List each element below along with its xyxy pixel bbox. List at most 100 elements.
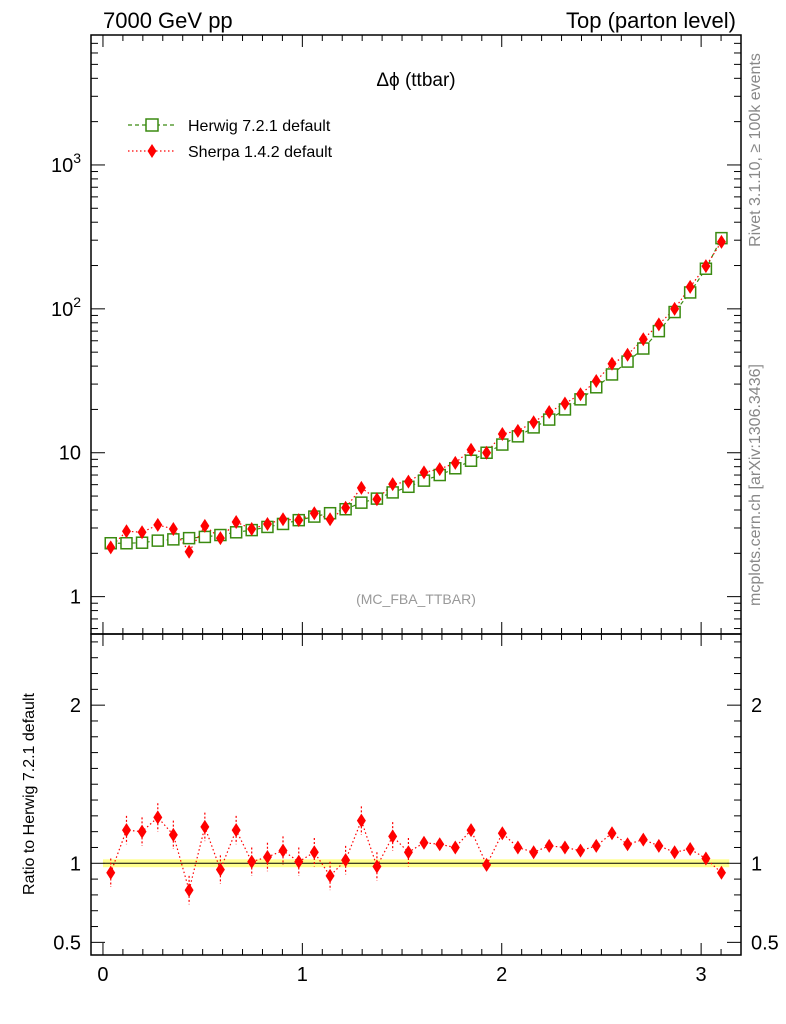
- ratio-point: [294, 854, 304, 869]
- sherpa-point: [623, 347, 633, 362]
- ratio-point: [654, 838, 664, 853]
- sherpa-point: [247, 522, 257, 537]
- y-tick-exponent: 3: [73, 150, 81, 166]
- sherpa-point: [215, 531, 225, 546]
- sherpa-point: [325, 512, 335, 527]
- sherpa-point: [372, 492, 382, 507]
- ratio-point: [435, 837, 445, 852]
- ratio-y-tick-label-right: 1: [751, 853, 762, 875]
- y-tick-base: 10: [51, 299, 73, 321]
- sherpa-point: [153, 517, 163, 532]
- ratio-y-tick-label-left: 1: [70, 853, 81, 875]
- ratio-y-tick-label-right: 2: [751, 695, 762, 717]
- sherpa-point: [701, 259, 711, 274]
- ratio-point: [231, 823, 241, 838]
- rivet-version-label: Rivet 3.1.10, ≥ 100k events: [747, 53, 764, 247]
- x-tick-label: 1: [297, 964, 308, 986]
- sherpa-series-line: [110, 241, 722, 553]
- ratio-point: [560, 840, 570, 855]
- sherpa-point: [341, 500, 351, 515]
- sherpa-point: [654, 317, 664, 332]
- ratio-point: [497, 826, 507, 841]
- ratio-point: [372, 859, 382, 874]
- y-tick-exponent: 2: [73, 294, 81, 310]
- ratio-point: [200, 819, 210, 834]
- ratio-point: [623, 837, 633, 852]
- sherpa-point: [466, 442, 476, 457]
- legend-sherpa-label: Sherpa 1.4.2 default: [188, 144, 333, 161]
- sherpa-point: [356, 480, 366, 495]
- sherpa-point: [482, 445, 492, 460]
- ratio-data-layer: [102, 803, 730, 905]
- y-tick-label: 10: [59, 443, 81, 465]
- ratio-point: [106, 865, 116, 880]
- legend-herwig-marker: [145, 118, 159, 132]
- y-tick-base: 10: [59, 443, 81, 465]
- sherpa-point: [403, 474, 413, 489]
- ratio-point: [403, 845, 413, 860]
- ratio-point: [419, 835, 429, 850]
- ratio-plot-frame: 0 1 2 3 0.5 0.5 1 1 2 2: [53, 633, 779, 986]
- sherpa-point: [106, 540, 116, 555]
- sherpa-point: [419, 465, 429, 480]
- herwig-point: [182, 531, 196, 545]
- ratio-plot-border: [90, 633, 742, 956]
- mcplots-label: mcplots.cern.ch [arXiv:1306.3436]: [747, 364, 764, 606]
- y-tick-label: 1: [70, 587, 81, 609]
- sherpa-point: [262, 516, 272, 531]
- ratio-point: [638, 832, 648, 847]
- ratio-sherpa-line: [110, 816, 722, 893]
- sherpa-point: [184, 544, 194, 559]
- analysis-label: (MC_FBA_TTBAR): [356, 591, 476, 607]
- ratio-point: [716, 865, 726, 880]
- sherpa-point: [685, 279, 695, 294]
- ratio-y-tick-label-left: 0.5: [53, 932, 81, 954]
- sherpa-point: [309, 506, 319, 521]
- legend-entry-sherpa: Sherpa 1.4.2 default: [128, 144, 333, 161]
- ratio-point: [215, 862, 225, 877]
- chart-title: Δϕ (ttbar): [376, 70, 455, 91]
- sherpa-point: [591, 374, 601, 389]
- sherpa-point: [231, 515, 241, 530]
- x-tick-label: 2: [496, 964, 507, 986]
- herwig-point: [355, 496, 368, 509]
- x-tick-label: 0: [97, 964, 108, 986]
- y-tick-base: 10: [51, 155, 73, 177]
- sherpa-point: [137, 525, 147, 540]
- sherpa-point: [529, 415, 539, 430]
- sherpa-point: [638, 332, 648, 347]
- sherpa-point: [513, 423, 523, 438]
- ratio-point: [137, 824, 147, 839]
- ratio-point: [450, 840, 460, 855]
- sherpa-point: [435, 462, 445, 477]
- herwig-point: [198, 530, 212, 544]
- ratio-point: [262, 849, 272, 864]
- legend-entry-herwig: Herwig 7.2.1 default: [128, 118, 331, 135]
- legend-herwig-label: Herwig 7.2.1 default: [188, 118, 331, 135]
- ratio-point: [341, 853, 351, 868]
- sherpa-point: [200, 518, 210, 533]
- sherpa-point: [278, 512, 288, 527]
- herwig-point: [120, 536, 133, 550]
- x-tick-label: 3: [696, 964, 707, 986]
- ratio-point: [309, 845, 319, 860]
- ratio-y-tick-label-left: 2: [70, 695, 81, 717]
- sherpa-point: [607, 356, 617, 371]
- ratio-y-tick-label-right: 0.5: [751, 932, 779, 954]
- sherpa-point: [544, 404, 554, 419]
- ratio-axis-label: Ratio to Herwig 7.2.1 default: [21, 693, 38, 895]
- ratio-point: [184, 883, 194, 898]
- y-tick-label: 102: [51, 294, 81, 321]
- main-data-layer: [104, 231, 728, 559]
- header-left: 7000 GeV pp: [103, 8, 233, 33]
- sherpa-point: [575, 387, 585, 402]
- sherpa-point: [168, 522, 178, 537]
- sherpa-point: [450, 455, 460, 470]
- ratio-point: [325, 868, 335, 883]
- sherpa-point: [294, 513, 304, 528]
- ratio-point: [544, 838, 554, 853]
- sherpa-point: [121, 524, 131, 539]
- ratio-point: [388, 829, 398, 844]
- ratio-point: [591, 838, 601, 853]
